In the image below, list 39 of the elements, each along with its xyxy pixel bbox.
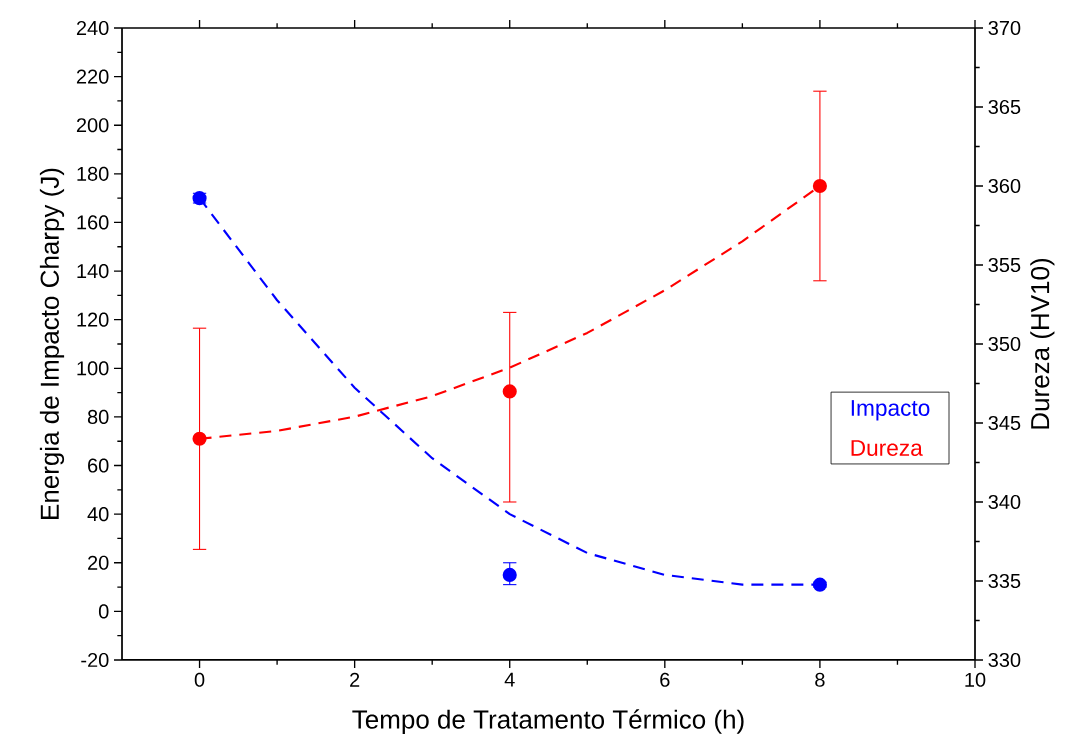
y2-tick-label: 335 <box>988 573 1021 589</box>
y-tick-label: 180 <box>77 166 109 181</box>
y2-axis-title: Dureza (HV10) <box>1030 258 1055 429</box>
point <box>812 178 827 194</box>
point <box>192 431 207 446</box>
text: Impacto <box>851 400 930 421</box>
x-axis-title: Tempo de Tratamento Térmico (h) <box>352 709 744 734</box>
y-tick-label: 160 <box>77 215 109 230</box>
point <box>502 567 517 582</box>
y-tick-label: 200 <box>76 118 109 133</box>
x-tick-label: 10 <box>965 672 986 687</box>
x-tick-label: 8 <box>815 672 825 687</box>
x-tick-label: 6 <box>660 672 670 687</box>
y-tick-label: 220 <box>76 69 109 84</box>
y-axis-title: Energia de Impacto Charpy (J) <box>39 168 65 519</box>
y2-tick-label: 370 <box>988 20 1021 36</box>
y2-tick-label: 340 <box>988 494 1021 510</box>
y2-tick-label: 360 <box>988 178 1021 194</box>
y-tick-label: -20 <box>81 652 109 668</box>
y-tick-label: 100 <box>77 361 109 376</box>
y-tick-label: 40 <box>87 507 109 522</box>
y-tick-label: 140 <box>77 263 109 279</box>
y2-tick-label: 345 <box>988 415 1021 431</box>
y-tick-label: 0 <box>98 604 109 619</box>
x-tick-label: 0 <box>194 672 205 687</box>
y-tick-label: 20 <box>88 555 109 570</box>
x-tick-label: 2 <box>350 672 360 687</box>
x-tick-label: 4 <box>504 672 515 687</box>
y-tick-label: 120 <box>77 312 109 327</box>
y-tick-label: 80 <box>87 409 109 424</box>
y2-tick-label: 365 <box>988 99 1021 115</box>
point <box>502 384 517 399</box>
y-tick-label: 60 <box>88 458 109 473</box>
y2-tick-label: 355 <box>988 257 1021 273</box>
point <box>812 577 827 592</box>
y2-tick-label: 350 <box>988 336 1021 352</box>
y2-tick-label: 330 <box>988 652 1021 668</box>
text: Dureza <box>851 440 923 456</box>
y-tick-label: 240 <box>76 20 109 36</box>
